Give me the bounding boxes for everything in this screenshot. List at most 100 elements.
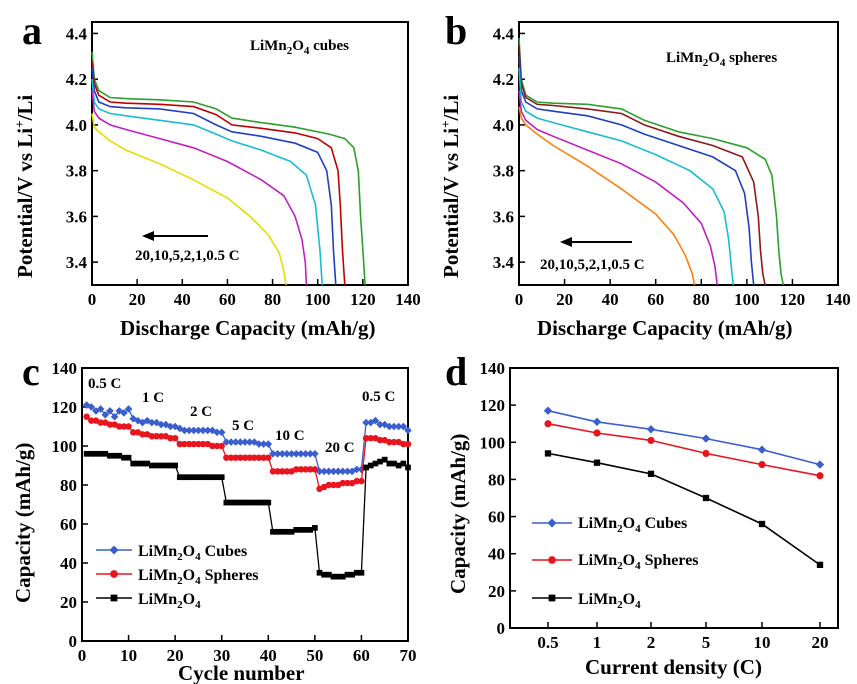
series-line-1C [91,60,346,286]
data-point-square [391,460,397,467]
data-point-circle [255,454,263,461]
data-point-diamond [269,450,277,458]
data-point-square [339,573,346,580]
legend-d-plain-text: LiMn2O4 [578,591,641,611]
data-point-circle [209,442,216,450]
y-tick-label: 3.8 [66,162,87,181]
x-axis-label-b: Discharge Capacity (mAh/g) [537,316,792,340]
data-point-square [153,462,160,469]
data-point-square [312,525,318,531]
data-point-circle [274,468,281,475]
series-line-square [547,452,821,566]
series-line-05C [518,37,785,286]
data-point-circle [232,454,239,461]
rate-label: 2 C [190,404,212,420]
legend-marker-square [110,594,118,602]
y-tick-label: 80 [488,470,505,489]
data-point-circle [218,442,225,450]
x-tick-label: 0.5 [537,633,558,652]
panel-d: 0 20 40 60 80 100 120 140 0.5 1 2 5 10 20 [480,359,839,652]
data-point-diamond [385,422,394,431]
data-point-square [181,474,188,481]
data-point-diamond [259,440,268,448]
data-point-circle [330,481,337,489]
data-point-square [816,561,824,569]
x-tick-label: 40 [602,290,619,309]
data-point-circle [120,423,128,430]
y-tick-label: 4.2 [66,70,87,89]
data-point-circle [116,423,123,430]
data-point-circle [269,468,277,475]
series-line-10C [91,90,308,286]
x-tick-label: 120 [780,290,806,309]
data-point-square [270,528,276,535]
legend-marker-circle [548,556,556,564]
rate-label: 0.5 C [88,376,121,392]
data-point-circle [181,440,188,448]
x-tick-label: 0 [78,646,87,665]
data-point-circle [139,431,146,438]
data-point-square [405,464,411,471]
data-point-diamond [399,422,408,431]
data-point-diamond [301,450,310,458]
data-point-square [372,460,379,467]
data-point-square [363,464,369,471]
data-point-circle [325,481,333,489]
data-point-circle [362,434,370,442]
data-point-diamond [213,428,221,437]
data-point-diamond [283,450,291,458]
x-tick-label: 0 [515,290,524,309]
rate-label: 5 C [232,418,254,434]
legend-c-cubes-text: LiMn2O4 Cubes [138,543,247,563]
x-tick-label: 5 [702,633,711,652]
data-point-square [200,474,206,481]
data-point-square [307,527,314,533]
data-point-square [279,528,286,535]
data-point-diamond [380,420,389,429]
data-point-square [149,462,155,469]
data-point-square [702,494,710,502]
data-point-diamond [273,450,282,458]
data-point-diamond [124,405,133,413]
panel-a: 3.4 3.6 3.8 4.0 4.2 4.4 0 20 40 60 80 100 120 140 [66,21,421,309]
series-line-diamond [547,409,821,466]
data-point-circle [190,440,198,448]
y-tick-label: 20 [60,593,77,612]
data-point-square [130,460,137,467]
x-tick-label: 80 [693,290,710,309]
data-point-square [214,474,220,481]
data-point-square [107,452,113,459]
data-point-circle [213,442,221,450]
data-point-diamond [297,450,305,458]
data-point-square [88,450,95,457]
data-point-diamond [646,425,656,434]
data-point-diamond [757,445,767,454]
data-point-diamond [320,467,328,476]
x-tick-label: 100 [305,290,331,309]
data-point-circle [339,479,347,487]
x-tick-label: 40 [260,646,277,665]
data-point-square [135,460,141,467]
data-point-diamond [148,418,156,427]
data-point-diamond [203,426,212,435]
data-point-circle [647,436,655,444]
panel-letter-a: a [22,8,42,53]
data-point-square [116,452,123,459]
legend-c-spheres-text: LiMn2O4 Spheres [138,567,259,587]
data-point-square [381,456,388,463]
data-point-square [395,462,402,469]
data-point-diamond [222,438,231,446]
y-tick-label: 4.4 [493,24,515,43]
data-point-square [93,450,99,457]
y-tick-label: 100 [52,437,78,456]
data-point-diamond [287,450,296,458]
data-point-diamond [110,412,119,421]
data-point-diamond [134,416,142,425]
data-point-diamond [292,450,301,458]
x-tick-label: 60 [219,290,236,309]
data-point-diamond [366,418,375,427]
data-point-diamond [255,440,263,448]
data-point-circle [167,434,174,442]
panel-letter-c: c [22,349,40,394]
series-line-5C [518,67,734,286]
